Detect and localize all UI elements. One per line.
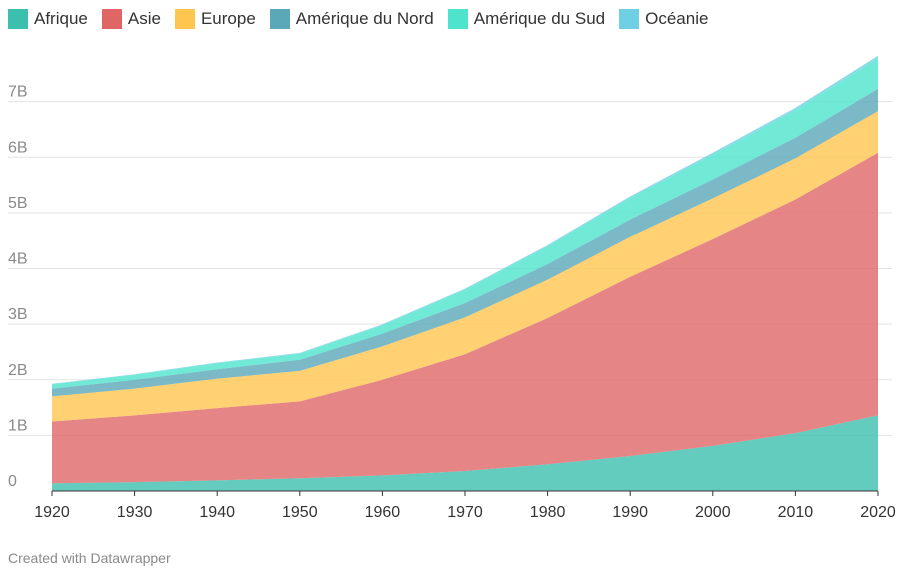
legend-item-oceanie: Océanie [619,9,708,29]
legend-swatch-asie [101,9,122,29]
legend-label-asie: Asie [127,9,161,28]
legend-swatch-afrique [8,9,28,29]
x-tick-label-1960: 1960 [365,504,401,521]
x-tick-label-1970: 1970 [447,504,483,521]
legend-label-afrique: Afrique [34,9,88,28]
legend-item-afrique: Afrique [8,9,88,29]
y-tick-label-2: 2B [8,362,28,379]
x-tick-label-2000: 2000 [695,504,731,521]
x-tick-label-1930: 1930 [117,504,153,521]
legend-swatch-amerique-du-nord [269,9,290,29]
legend-label-amerique-du-sud: Amérique du Sud [473,9,606,28]
legend-label-oceanie: Océanie [645,9,709,28]
area-series [52,55,878,491]
x-tick-label-1940: 1940 [199,504,235,521]
area-asie [52,152,878,484]
chart-credit: Created with Datawrapper [8,550,171,566]
legend: Afrique Asie Europe Amérique du Nord Amé… [8,9,722,29]
x-tick-label-1980: 1980 [530,504,566,521]
legend-label-amerique-du-nord: Amérique du Nord [295,9,434,28]
legend-swatch-amerique-du-sud [447,9,468,29]
legend-swatch-europe [174,9,195,29]
x-tick-label-2010: 2010 [778,504,814,521]
y-axis-tick-labels: 0 1B 2B 3B 4B 5B 6B 7B [8,84,28,490]
y-tick-label-4: 4B [8,251,28,268]
legend-item-amerique-du-sud: Amérique du Sud [447,9,606,29]
x-tick-label-1950: 1950 [282,504,318,521]
legend-item-europe: Europe [174,9,256,29]
x-axis: 1920 1930 1940 1950 1960 1970 1980 1990 2000 2010… [34,490,896,521]
y-tick-label-3: 3B [8,306,28,323]
legend-label-europe: Europe [200,9,256,28]
y-tick-label-5: 5B [8,195,28,212]
x-tick-label-1990: 1990 [612,504,648,521]
y-tick-label-0: 0 [8,473,17,490]
y-tick-label-6: 6B [8,139,28,156]
x-tick-label-1920: 1920 [34,504,70,521]
x-tick-label-2020: 2020 [860,504,896,521]
y-tick-label-1: 1B [8,417,28,434]
area-europe [52,111,878,422]
y-tick-label-7: 7B [8,84,28,101]
legend-swatch-oceanie [619,9,640,29]
area-afrique [52,415,878,491]
legend-item-amerique-du-nord: Amérique du Nord [269,9,434,29]
legend-item-asie: Asie [101,9,161,29]
